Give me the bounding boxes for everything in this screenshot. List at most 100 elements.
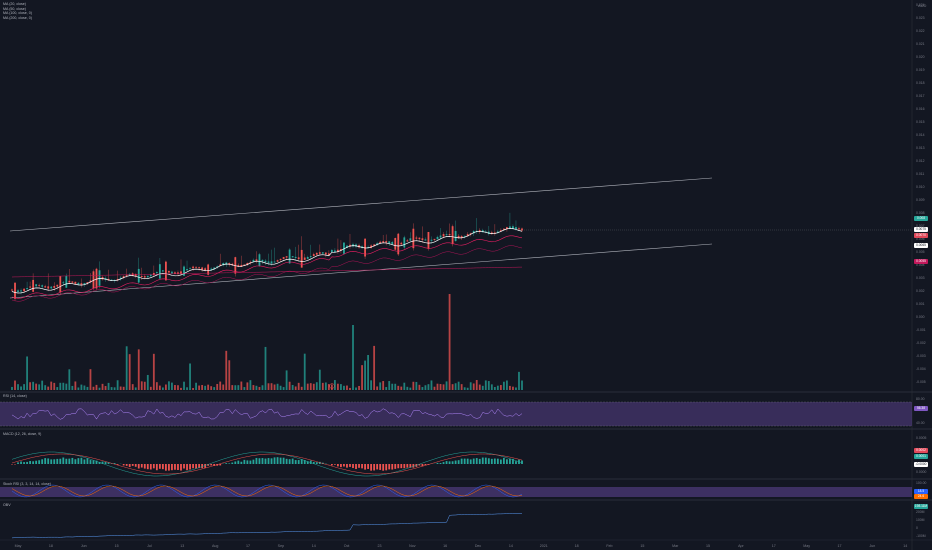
price-tick-label: 0.003: [916, 276, 925, 280]
macd-histogram-bar: [466, 458, 469, 464]
obv-pane-label[interactable]: OBV: [3, 503, 11, 507]
macd-histogram-bar: [515, 461, 517, 464]
volume-bar: [113, 387, 116, 390]
volume-bar: [379, 382, 382, 390]
volume-bar: [20, 386, 22, 390]
macd-histogram-bar: [276, 457, 279, 464]
volume-bar: [225, 350, 228, 390]
volume-bar: [364, 360, 366, 390]
volume-bar: [161, 387, 164, 390]
macd-histogram-bar: [128, 464, 131, 468]
macd-histogram-bar: [475, 458, 478, 464]
volume-bar: [183, 381, 185, 390]
candle-body: [17, 290, 19, 292]
time-tick-label: Jul: [147, 544, 152, 548]
volume-bar: [382, 381, 385, 390]
macd-histogram-bar: [346, 464, 348, 468]
macd-histogram-bar: [469, 459, 472, 464]
macd-histogram-bar: [439, 463, 442, 464]
event-marker[interactable]: [329, 383, 335, 389]
macd-histogram-bar: [306, 461, 309, 464]
stoch-pane-label[interactable]: Stoch RSI (3, 3, 14, 14, close): [3, 482, 51, 486]
macd-histogram-bar: [168, 464, 170, 471]
candle-body: [415, 237, 418, 239]
candle-body: [373, 244, 376, 247]
candle-body: [174, 272, 176, 274]
macd-histogram-bar: [101, 461, 104, 464]
volume-bar: [140, 381, 143, 390]
volume-bar: [391, 383, 394, 390]
macd-histogram-bar: [83, 459, 86, 464]
candle-body: [515, 227, 517, 229]
candle-body: [20, 290, 22, 292]
stoch-band: [0, 487, 912, 497]
rsi-pane-label[interactable]: RSI (14, close): [3, 394, 27, 398]
obv-value-badge: 198.11M: [914, 504, 928, 509]
time-tick-label: 15: [640, 544, 645, 548]
channel-upper-line[interactable]: [9, 177, 713, 232]
scale-mode-label[interactable]: AUD: [918, 3, 927, 8]
volume-bar: [388, 381, 391, 390]
macd-histogram-bar: [186, 464, 188, 471]
candle-body: [165, 261, 167, 281]
candle-body: [243, 264, 246, 266]
macd-histogram-bar: [41, 459, 44, 464]
candle-body: [189, 267, 191, 269]
volume-bar: [261, 385, 264, 390]
volume-bar: [352, 325, 354, 390]
volume-bar: [445, 381, 448, 390]
price-tick-label: 0.022: [916, 29, 925, 33]
price-tick-label: 0.008: [916, 211, 925, 215]
volume-bar: [198, 385, 201, 390]
time-tick-label: 23: [377, 544, 382, 548]
volume-bar: [385, 387, 388, 390]
volume-bar: [101, 383, 104, 390]
macd-histogram-bar: [71, 457, 74, 464]
time-tick-label: May: [803, 544, 811, 548]
candle-body: [252, 259, 255, 263]
candle-body: [460, 236, 463, 238]
candle-body: [324, 252, 327, 255]
volume-bar: [38, 384, 41, 390]
price-tick-label: 0.019: [916, 68, 925, 72]
volume-bar: [515, 387, 517, 390]
legend-ma200[interactable]: MA (200, close, 0): [3, 15, 32, 20]
volume-bar: [231, 385, 234, 390]
legend-ma50[interactable]: MA (50, close): [3, 6, 26, 11]
volume-bar: [270, 383, 273, 390]
volume-bar: [246, 382, 249, 390]
candle-body: [346, 245, 348, 248]
macd-histogram-bar: [451, 461, 454, 464]
macd-pane-label[interactable]: MACD (12, 26, close, 9): [3, 432, 42, 436]
indicator-legend[interactable]: MA (20, close) MA (50, close) MA (100, c…: [3, 2, 32, 20]
macd-histogram-bar: [26, 461, 28, 464]
macd-histogram-bar: [376, 464, 379, 470]
volume-bar: [297, 382, 300, 390]
candle-body: [499, 230, 502, 232]
candle-body: [264, 260, 267, 263]
obv-line: [11, 513, 523, 539]
volume-bar: [104, 386, 107, 390]
macd-histogram-bar: [454, 460, 457, 464]
legend-ma20[interactable]: MA (20, close): [3, 2, 26, 6]
volume-bar: [35, 383, 38, 390]
candle-body: [89, 280, 92, 283]
candle-body: [44, 286, 47, 288]
candle-body: [155, 272, 158, 273]
candle-body: [493, 232, 496, 234]
macd-histogram-bar: [267, 458, 270, 464]
candle-body: [207, 264, 210, 275]
legend-ma100[interactable]: MA (100, close, 0): [3, 11, 32, 16]
macd-histogram-bar: [62, 457, 65, 464]
channel-lower-line[interactable]: [9, 243, 713, 299]
time-tick-label: 18: [48, 544, 53, 548]
price-tick-label: 0.000: [916, 315, 925, 319]
price-tick-label: 0.011: [916, 172, 925, 176]
candle-body: [222, 262, 225, 266]
candle-body: [201, 267, 204, 270]
macd-histogram-bar: [340, 464, 342, 468]
trend-channel[interactable]: [9, 177, 713, 299]
macd-histogram-bar: [195, 464, 197, 469]
macd-histogram-bar: [65, 458, 68, 464]
